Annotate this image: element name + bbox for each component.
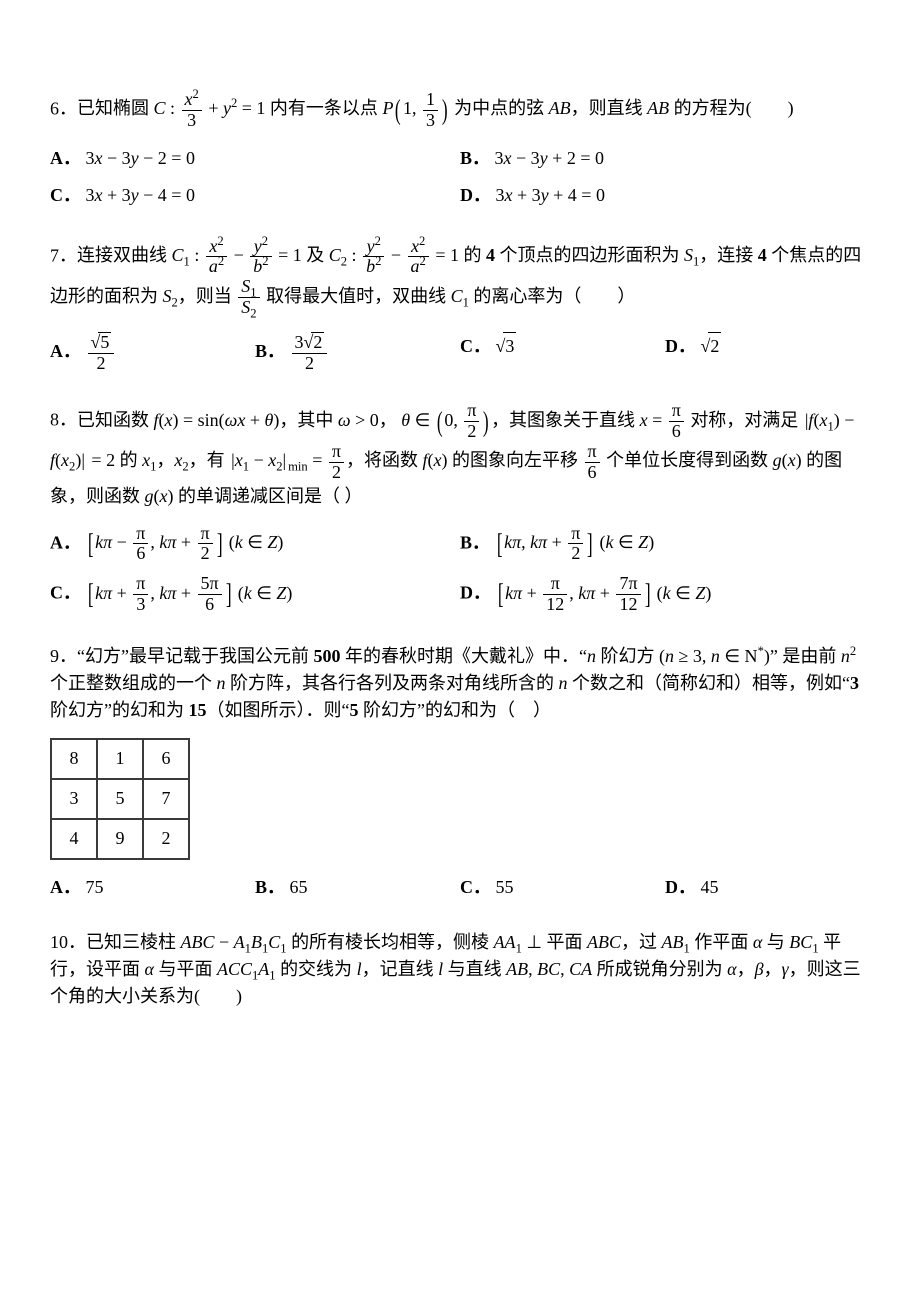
- question-6-number: 6: [50, 98, 59, 118]
- question-8: 8．已知函数 f(x) = sin(ωx + θ)，其中 ω > 0， θ ∈ …: [50, 401, 870, 624]
- question-7: 7．连接双曲线 C1 : x2a2 − y2b2 = 1 及 C2 : y2b2…: [50, 237, 870, 384]
- option-6A: A． 3x − 3y − 2 = 0: [50, 145, 460, 172]
- question-9-number: 9: [50, 646, 59, 666]
- option-6D: D． 3x + 3y + 4 = 0: [460, 182, 870, 209]
- question-10-body: 已知三棱柱 ABC − A1B1C1 的所有棱长均相等，侧棱 AA1 ⊥ 平面 …: [50, 932, 861, 1006]
- option-7B: B． 322: [255, 332, 460, 374]
- table-cell: 9: [97, 819, 143, 859]
- table-cell: 2: [143, 819, 189, 859]
- exam-page: 6．已知椭圆 C : x23 + y2 = 1 内有一条以点 P(1, 13) …: [0, 0, 920, 1078]
- table-row: 8 1 6: [51, 739, 189, 779]
- table-cell: 4: [51, 819, 97, 859]
- question-7-body: 连接双曲线 C1 : x2a2 − y2b2 = 1 及 C2 : y2b2 −…: [50, 245, 861, 306]
- option-9B: B． 65: [255, 874, 460, 901]
- question-7-text: 7．连接双曲线 C1 : x2a2 − y2b2 = 1 及 C2 : y2b2…: [50, 237, 870, 318]
- table-cell: 7: [143, 779, 189, 819]
- option-8A: A． [kπ − π6, kπ + π2] (k ∈ Z): [50, 524, 460, 565]
- option-7D: D． 2: [665, 332, 870, 374]
- magic-square-table: 8 1 6 3 5 7 4 9 2: [50, 738, 190, 860]
- question-6-text: 6．已知椭圆 C : x23 + y2 = 1 内有一条以点 P(1, 13) …: [50, 90, 870, 131]
- table-row: 3 5 7: [51, 779, 189, 819]
- question-7-number: 7: [50, 245, 59, 265]
- question-8-body: 已知函数 f(x) = sin(ωx + θ)，其中 ω > 0， θ ∈ (0…: [50, 410, 854, 506]
- table-cell: 6: [143, 739, 189, 779]
- question-10-text: 10．已知三棱柱 ABC − A1B1C1 的所有棱长均相等，侧棱 AA1 ⊥ …: [50, 929, 870, 1010]
- question-6-body: 已知椭圆 C : x23 + y2 = 1 内有一条以点 P(1, 13) 为中…: [77, 98, 794, 118]
- option-7A: A． 52: [50, 332, 255, 374]
- table-row: 4 9 2: [51, 819, 189, 859]
- table-cell: 3: [51, 779, 97, 819]
- question-10-number: 10: [50, 932, 68, 952]
- option-8C: C． [kπ + π3, kπ + 5π6] (k ∈ Z): [50, 574, 460, 615]
- option-8B: B． [kπ, kπ + π2] (k ∈ Z): [460, 524, 870, 565]
- option-9A: A． 75: [50, 874, 255, 901]
- question-9: 9．“幻方”最早记载于我国公元前 500 年的春秋时期《大戴礼》中．“n 阶幻方…: [50, 643, 870, 911]
- option-8D: D． [kπ + π12, kπ + 7π12] (k ∈ Z): [460, 574, 870, 615]
- question-6: 6．已知椭圆 C : x23 + y2 = 1 内有一条以点 P(1, 13) …: [50, 90, 870, 219]
- option-7C: C． 3: [460, 332, 665, 374]
- question-7-options: A． 52 B． 322 C． 3 D． 2: [50, 332, 870, 384]
- question-9-text: 9．“幻方”最早记载于我国公元前 500 年的春秋时期《大戴礼》中．“n 阶幻方…: [50, 643, 870, 724]
- option-6C: C． 3x + 3y − 4 = 0: [50, 182, 460, 209]
- option-6B: B． 3x − 3y + 2 = 0: [460, 145, 870, 172]
- table-cell: 1: [97, 739, 143, 779]
- question-8-number: 8: [50, 410, 59, 430]
- question-9-body: “幻方”最早记载于我国公元前 500 年的春秋时期《大戴礼》中．“n 阶幻方 (…: [50, 646, 859, 720]
- question-8-options: A． [kπ − π6, kπ + π2] (k ∈ Z) B． [kπ, kπ…: [50, 524, 870, 625]
- question-10: 10．已知三棱柱 ABC − A1B1C1 的所有棱长均相等，侧棱 AA1 ⊥ …: [50, 929, 870, 1010]
- option-9D: D． 45: [665, 874, 870, 901]
- question-9-options: A． 75 B． 65 C． 55 D． 45: [50, 874, 870, 911]
- option-9C: C． 55: [460, 874, 665, 901]
- table-cell: 5: [97, 779, 143, 819]
- question-8-text: 8．已知函数 f(x) = sin(ωx + θ)，其中 ω > 0， θ ∈ …: [50, 401, 870, 509]
- table-cell: 8: [51, 739, 97, 779]
- question-6-options: A． 3x − 3y − 2 = 0 B． 3x − 3y + 2 = 0 C．…: [50, 145, 870, 219]
